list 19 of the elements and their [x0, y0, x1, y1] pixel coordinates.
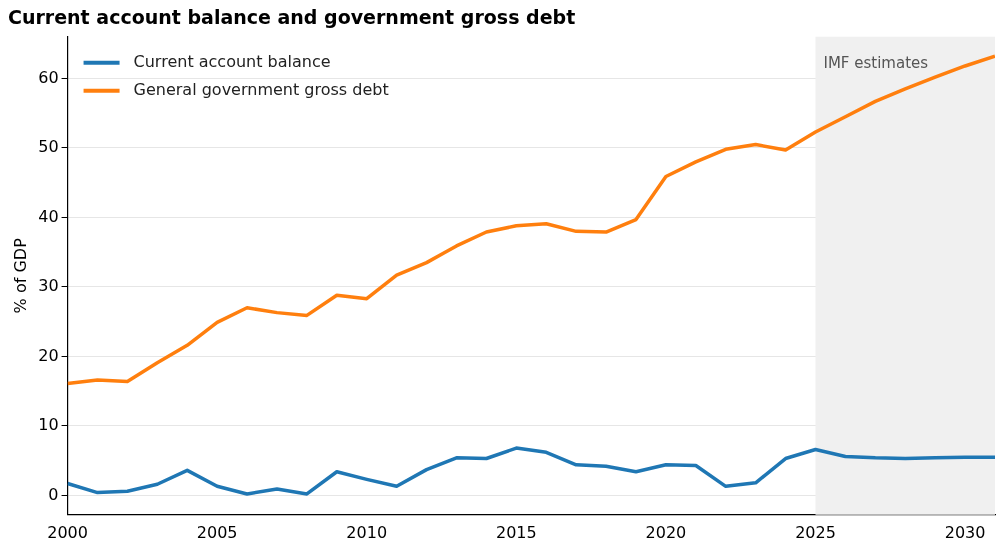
y-tick-label: 30 [38, 276, 59, 296]
legend-label: General government gross debt [133, 79, 389, 99]
y-tick-label: 40 [38, 206, 59, 226]
y-tick-label: 0 [48, 484, 59, 504]
y-tick-label: 10 [38, 415, 59, 435]
y-tick-label: 50 [38, 137, 59, 157]
y-tick-label: 60 [38, 67, 59, 87]
x-tick-label: 2010 [346, 522, 388, 542]
legend-label: Current account balance [133, 51, 331, 71]
band-label: IMF estimates [823, 54, 929, 73]
chart-title: Current account balance and government gross debt [8, 6, 576, 29]
x-tick-label: 2000 [47, 522, 88, 542]
x-tick-label: 2025 [795, 522, 836, 542]
y-axis-title: % of GDP [10, 237, 30, 314]
y-tick-label: 20 [38, 345, 59, 365]
x-tick-label: 2005 [196, 522, 238, 542]
x-tick-label: 2015 [495, 522, 537, 542]
x-tick-label: 2020 [645, 522, 687, 542]
x-tick-label: 2030 [944, 522, 986, 542]
